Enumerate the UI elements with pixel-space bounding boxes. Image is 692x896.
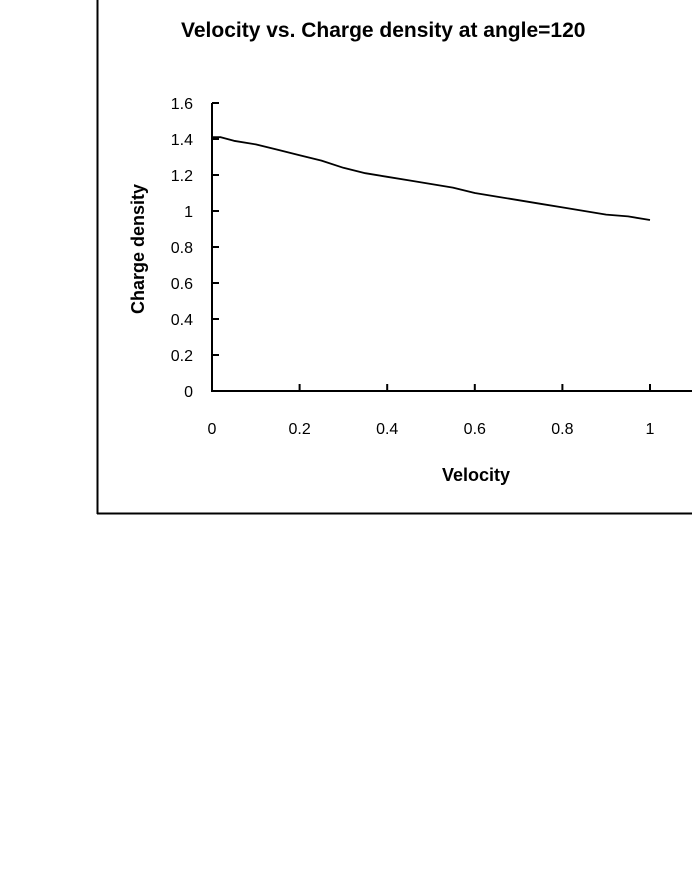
y-tick-label: 1	[184, 204, 193, 221]
y-tick-label: 1.2	[171, 168, 193, 185]
x-tick-label: 0	[208, 421, 217, 438]
y-tick-label: 0.2	[171, 348, 193, 365]
x-ticks: 0 0.2 0.4 0.6 0.8 1	[208, 384, 655, 438]
x-tick-label: 0.4	[376, 421, 398, 438]
y-tick-label: 0.6	[171, 276, 193, 293]
y-tick-label: 0.8	[171, 240, 193, 257]
y-tick-label: 0	[184, 384, 193, 401]
series-line	[212, 136, 651, 221]
x-tick-label: 0.6	[464, 421, 486, 438]
series-group	[212, 136, 651, 221]
x-tick-label: 0.2	[288, 421, 310, 438]
y-tick-label: 0.4	[171, 312, 193, 329]
x-axis-label: Velocity	[442, 465, 510, 485]
y-axis-label: Charge density	[128, 184, 148, 314]
y-tick-label: 1.6	[171, 96, 193, 113]
x-tick-label: 0.8	[551, 421, 573, 438]
chart-title: Velocity vs. Charge density at angle=120	[181, 19, 585, 42]
y-tick-label: 1.4	[171, 132, 193, 149]
x-tick-label: 1	[646, 421, 655, 438]
y-ticks: 0 0.2 0.4 0.6 0.8 1 1.2 1.4 1.6	[171, 96, 219, 401]
